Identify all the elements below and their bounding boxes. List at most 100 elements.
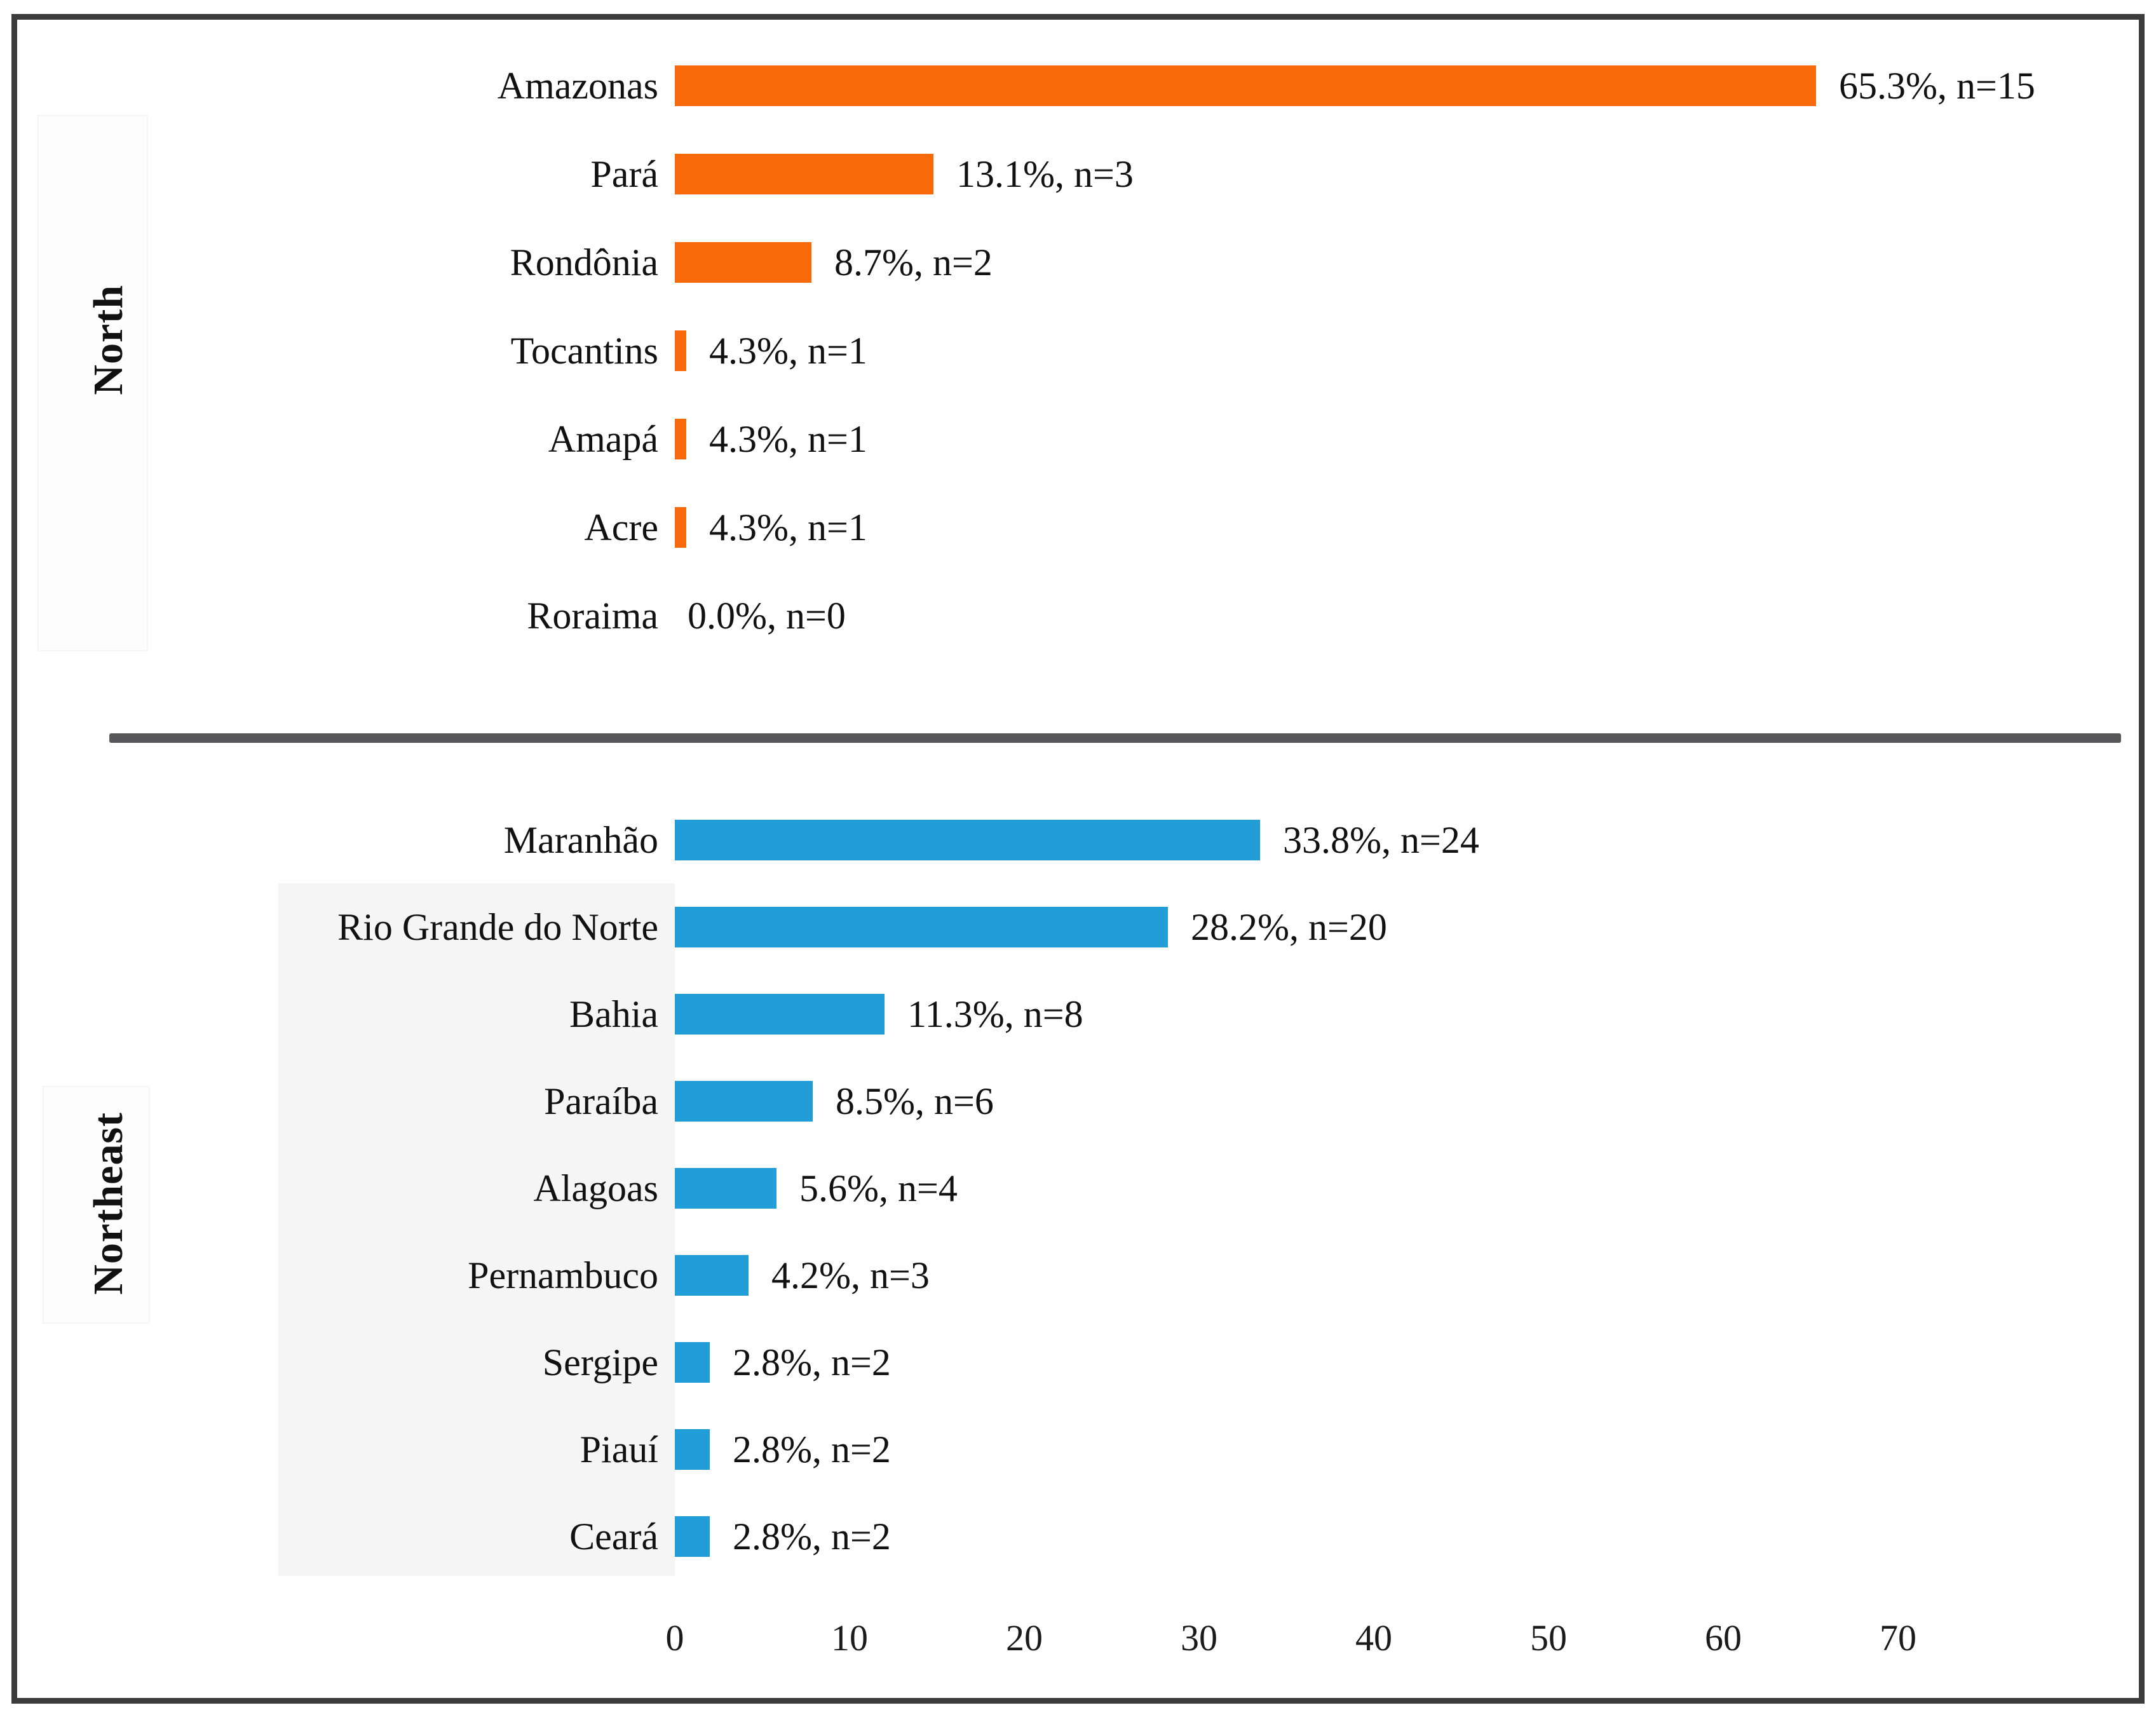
bar [675, 1254, 749, 1296]
value-label: 13.1%, n=3 [956, 153, 1134, 195]
bar-row: Piauí 2.8%, n=2 [17, 1406, 2139, 1493]
bar [675, 506, 686, 548]
bar-area: 8.5%, n=6 [675, 1057, 994, 1144]
state-label: Rondônia [510, 241, 658, 283]
bar-area: 4.2%, n=3 [675, 1232, 930, 1319]
state-label: Paraíba [544, 1080, 658, 1122]
bar-row: Rio Grande do Norte 28.2%, n=20 [17, 883, 2139, 970]
bar-area: 4.3%, n=1 [675, 483, 867, 571]
bar-row: Rondônia 8.7%, n=2 [17, 218, 2139, 306]
north-bar-rows: Amazonas 65.3%, n=15 Pará 13.1%, n=3 Rondôni… [17, 41, 2139, 660]
bar-area: 13.1%, n=3 [675, 130, 1134, 218]
bar [675, 1341, 710, 1383]
state-label: Pará [590, 153, 658, 195]
value-label: 11.3%, n=8 [907, 993, 1083, 1035]
bar [675, 1167, 776, 1209]
bar-area: 28.2%, n=20 [675, 883, 1387, 970]
state-label: Acre [584, 506, 658, 548]
bar [675, 241, 811, 283]
bar [675, 1516, 710, 1557]
north-label-backdrop [37, 115, 148, 651]
value-label: 4.2%, n=3 [771, 1254, 930, 1296]
bar [675, 1080, 813, 1122]
x-axis-tick: 10 [831, 1617, 868, 1659]
value-label: 4.3%, n=1 [709, 329, 867, 372]
state-label: Piauí [580, 1428, 658, 1470]
bar [675, 1429, 710, 1470]
bar [675, 153, 933, 194]
state-label: Sergipe [542, 1341, 658, 1383]
value-label: 65.3%, n=15 [1839, 64, 2035, 107]
value-label: 5.6%, n=4 [799, 1167, 958, 1209]
bar-row: Acre 4.3%, n=1 [17, 483, 2139, 571]
state-label: Tocantins [510, 329, 658, 372]
state-label: Alagoas [533, 1167, 658, 1209]
x-axis-tick: 0 [665, 1617, 684, 1659]
bar-row: Pará 13.1%, n=3 [17, 130, 2139, 218]
value-label: 2.8%, n=2 [733, 1515, 891, 1558]
northeast-panel: Northeast Maranhão 33.8%, n=24 Rio Grande … [17, 743, 2139, 1664]
state-label: Amazonas [497, 64, 658, 107]
state-label: Ceará [569, 1515, 658, 1558]
x-axis-tick: 20 [1006, 1617, 1043, 1659]
north-region-column: North [71, 20, 147, 660]
state-label: Bahia [569, 993, 658, 1035]
bar-area: 8.7%, n=2 [675, 218, 993, 306]
bar-area: 2.8%, n=2 [675, 1319, 891, 1406]
bar-area: 2.8%, n=2 [675, 1493, 891, 1580]
bar-area: 2.8%, n=2 [675, 1406, 891, 1493]
bar-row: Maranhão 33.8%, n=24 [17, 796, 2139, 883]
region-label-northeast: Northeast [85, 1111, 132, 1295]
bar-row: Sergipe 2.8%, n=2 [17, 1319, 2139, 1406]
state-label: Roraima [527, 594, 658, 637]
bar [675, 330, 686, 371]
bar-row: Roraima 0.0%, n=0 [17, 571, 2139, 660]
bar-row: Tocantins 4.3%, n=1 [17, 306, 2139, 395]
value-label: 8.5%, n=6 [836, 1080, 994, 1122]
panel-divider-line [109, 733, 2121, 743]
value-label: 4.3%, n=1 [709, 417, 867, 460]
value-label: 33.8%, n=24 [1283, 818, 1479, 861]
x-axis: 0 10 20 30 40 50 60 70 [666, 1613, 2139, 1664]
value-label: 2.8%, n=2 [733, 1428, 891, 1470]
bar-row: Bahia 11.3%, n=8 [17, 970, 2139, 1057]
bar-row: Alagoas 5.6%, n=4 [17, 1144, 2139, 1232]
bar-area: 33.8%, n=24 [675, 796, 1479, 883]
bar-area: 4.3%, n=1 [675, 306, 867, 395]
value-label: 0.0%, n=0 [688, 594, 846, 637]
bar-area: 5.6%, n=4 [675, 1144, 958, 1232]
bar-row: Amapá 4.3%, n=1 [17, 395, 2139, 483]
bar-row: Pernambuco 4.2%, n=3 [17, 1232, 2139, 1319]
value-label: 4.3%, n=1 [709, 506, 867, 548]
value-label: 28.2%, n=20 [1191, 906, 1387, 948]
northeast-bar-rows: Maranhão 33.8%, n=24 Rio Grande do Norte 28… [17, 796, 2139, 1580]
northeast-label-backdrop [43, 1086, 150, 1324]
bar [675, 906, 1168, 947]
bar [675, 65, 1816, 106]
bar-area: 65.3%, n=15 [675, 41, 2035, 130]
value-label: 8.7%, n=2 [834, 241, 993, 283]
state-label: Amapá [548, 417, 658, 460]
bar-row: Amazonas 65.3%, n=15 [17, 41, 2139, 130]
state-label: Pernambuco [468, 1254, 658, 1296]
bar [675, 819, 1260, 860]
bar-area: 11.3%, n=8 [675, 970, 1083, 1057]
x-axis-tick: 40 [1355, 1617, 1392, 1659]
northeast-label-band [278, 883, 675, 1576]
value-label: 2.8%, n=2 [733, 1341, 891, 1383]
x-axis-tick: 50 [1530, 1617, 1567, 1659]
region-label-north: North [85, 284, 132, 395]
bar-area: 4.3%, n=1 [675, 395, 867, 483]
x-axis-tick: 60 [1705, 1617, 1742, 1659]
north-panel: North Amazonas 65.3%, n=15 Pará 13.1%, n=3 R… [17, 20, 2139, 660]
x-axis-tick: 70 [1880, 1617, 1916, 1659]
bar-row: Paraíba 8.5%, n=6 [17, 1057, 2139, 1144]
bar-area: 0.0%, n=0 [675, 571, 846, 660]
northeast-region-column: Northeast [71, 743, 147, 1664]
state-label: Maranhão [503, 818, 658, 861]
bar-row: Ceará 2.8%, n=2 [17, 1493, 2139, 1580]
bar [675, 993, 885, 1035]
bar [675, 418, 686, 459]
state-label: Rio Grande do Norte [337, 906, 658, 948]
x-axis-tick: 30 [1181, 1617, 1217, 1659]
